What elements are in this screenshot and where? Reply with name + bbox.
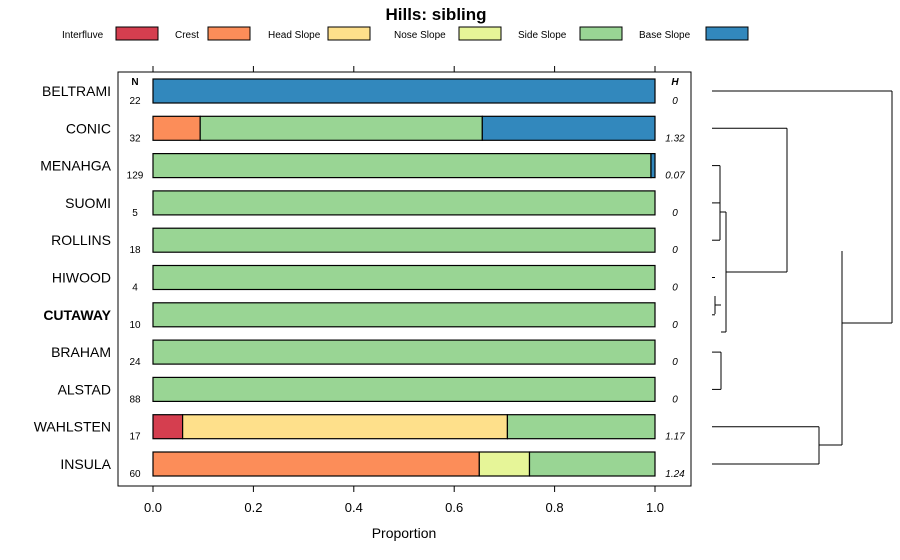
h-value: 0 <box>672 283 678 294</box>
bar-segment-head-slope <box>182 414 509 440</box>
bar-segment-side-slope <box>506 414 656 440</box>
x-tick-label: 0.4 <box>345 500 363 515</box>
legend-swatch-head-slope <box>327 26 371 41</box>
legend-label-nose-slope: Nose Slope <box>394 30 446 41</box>
n-value: 5 <box>132 208 138 219</box>
row-insula: INSULA 60 1.24 <box>60 451 685 480</box>
category-label: ALSTAD <box>58 381 111 397</box>
x-tick-label: 0.0 <box>144 500 162 515</box>
bar-segment-side-slope <box>152 339 656 365</box>
n-value: 22 <box>129 96 141 107</box>
bar-segment-side-slope <box>152 153 652 179</box>
n-value: 17 <box>129 432 141 443</box>
legend-swatch-nose-slope <box>458 26 502 41</box>
x-tick-label: 0.8 <box>546 500 564 515</box>
category-label: CONIC <box>66 120 111 136</box>
x-tick-label: 1.0 <box>646 500 664 515</box>
h-value: 1.24 <box>665 469 685 480</box>
n-value: 60 <box>129 469 141 480</box>
row-hiwood: HIWOOD 4 0 <box>52 264 678 294</box>
category-label: BELTRAMI <box>42 83 111 99</box>
legend-label-head-slope: Head Slope <box>268 30 321 41</box>
n-value: 88 <box>129 394 141 405</box>
bar-segment-side-slope <box>152 376 656 402</box>
row-beltrami: BELTRAMI 22 0 <box>42 78 678 107</box>
n-value: 129 <box>127 171 144 182</box>
category-label: WAHLSTEN <box>34 419 111 435</box>
bar-segment-base-slope <box>152 78 656 104</box>
bar-segment-side-slope <box>528 451 656 477</box>
bar-segment-base-slope <box>650 153 656 179</box>
bar-segment-side-slope <box>152 302 656 328</box>
legend-swatch-crest <box>207 26 251 41</box>
chart-title: Hills: sibling <box>385 5 486 24</box>
category-label: SUOMI <box>65 195 111 211</box>
legend: Interfluve Crest Head Slope Nose Slope Side … <box>62 26 749 41</box>
row-menahga: MENAHGA 129 0.07 <box>40 153 685 182</box>
category-label: ROLLINS <box>51 232 111 248</box>
bar-segment-interfluve <box>152 414 184 440</box>
legend-label-side-slope: Side Slope <box>518 30 567 41</box>
category-label: INSULA <box>60 456 111 472</box>
bar-segment-side-slope <box>152 190 656 216</box>
bar-segment-nose-slope <box>478 451 531 477</box>
h-header: H <box>671 77 679 88</box>
legend-swatch-side-slope <box>579 26 623 41</box>
h-value: 1.32 <box>665 133 685 144</box>
n-value: 10 <box>129 320 141 331</box>
bar-segment-side-slope <box>199 115 483 141</box>
x-axis-label: Proportion <box>372 525 437 541</box>
category-label: HIWOOD <box>52 270 111 286</box>
legend-swatch-base-slope <box>705 26 749 41</box>
row-suomi: SUOMI 5 0 <box>65 190 678 219</box>
category-label: MENAHGA <box>40 158 111 174</box>
n-value: 32 <box>129 133 141 144</box>
h-value: 0 <box>672 208 678 219</box>
legend-label-interfluve: Interfluve <box>62 30 104 41</box>
row-alstad: ALSTAD 88 0 <box>58 376 678 405</box>
h-value: 0 <box>672 357 678 368</box>
row-braham: BRAHAM 24 0 <box>51 339 678 368</box>
row-cutaway: CUTAWAY 10 0 <box>43 302 678 331</box>
h-value: 0 <box>672 320 678 331</box>
x-tick-label: 0.6 <box>445 500 463 515</box>
n-header: N <box>131 77 138 88</box>
legend-label-base-slope: Base Slope <box>639 30 691 41</box>
plot-frame <box>117 71 692 487</box>
bar-segment-crest <box>152 451 480 477</box>
row-conic: CONIC 32 1.32 <box>66 115 685 144</box>
n-value: 24 <box>129 357 141 368</box>
legend-label-crest: Crest <box>175 30 199 41</box>
bar-segment-side-slope <box>152 264 656 291</box>
n-value: 18 <box>129 245 141 256</box>
legend-swatch-interfluve <box>115 26 159 41</box>
n-value: 4 <box>132 283 138 294</box>
h-value: 0 <box>672 245 678 256</box>
h-value: 0 <box>672 394 678 405</box>
bar-segment-side-slope <box>152 227 656 253</box>
category-label: BRAHAM <box>51 344 111 360</box>
row-rollins: ROLLINS 18 0 <box>51 227 678 256</box>
plot-area: 0.0 0.2 0.4 0.6 0.8 1.0 N H BELTRAMI 22 0 CONIC 32 1.… <box>34 66 692 515</box>
bar-segment-crest <box>152 115 201 141</box>
h-value: 0 <box>672 96 678 107</box>
row-wahlsten: WAHLSTEN 17 1.17 <box>34 414 685 443</box>
x-tick-label: 0.2 <box>244 500 262 515</box>
category-label: CUTAWAY <box>43 307 111 323</box>
bar-segment-base-slope <box>481 115 656 141</box>
dendrogram <box>712 90 893 465</box>
h-value: 1.17 <box>665 432 685 443</box>
h-value: 0.07 <box>665 171 685 182</box>
